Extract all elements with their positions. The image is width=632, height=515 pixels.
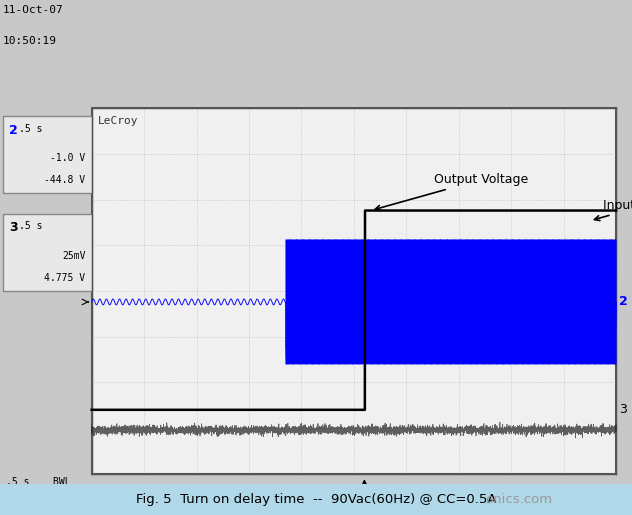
Text: 2: 2 bbox=[9, 124, 18, 136]
Text: .5 s    BWL: .5 s BWL bbox=[6, 476, 71, 487]
Text: □  STOPPED: □ STOPPED bbox=[562, 509, 616, 515]
Text: Fig. 5  Turn on delay time  --  90Vac(60Hz) @ CC=0.5A: Fig. 5 Turn on delay time -- 90Vac(60Hz)… bbox=[136, 493, 496, 506]
Text: -44.8 V: -44.8 V bbox=[44, 175, 85, 185]
Text: 3: 3 bbox=[9, 221, 18, 234]
Text: .5 s: .5 s bbox=[19, 221, 42, 231]
Text: Δt      1.90692 s    ⅟t  524.41 mHz: Δt 1.90692 s ⅟t 524.41 mHz bbox=[190, 492, 378, 501]
Text: 4.775 V: 4.775 V bbox=[44, 272, 85, 283]
Text: .5 s: .5 s bbox=[19, 124, 42, 133]
Text: Input Voltage: Input Voltage bbox=[595, 199, 632, 220]
Text: 3 DC  4.44 V: 3 DC 4.44 V bbox=[158, 505, 222, 514]
Text: 11-Oct-07: 11-Oct-07 bbox=[3, 5, 64, 15]
Text: 3  .1  V   DC: 3 .1 V DC bbox=[6, 505, 76, 514]
FancyBboxPatch shape bbox=[286, 240, 616, 364]
Text: Γ└: Γ└ bbox=[133, 505, 143, 514]
Text: onics.com: onics.com bbox=[485, 493, 552, 506]
Text: 4  50  mV  AC: 4 50 mV AC bbox=[6, 512, 76, 515]
Text: 1  10  V   DC: 1 10 V DC bbox=[6, 492, 76, 501]
Text: 25mV: 25mV bbox=[62, 251, 85, 261]
Text: Output Voltage: Output Voltage bbox=[375, 173, 528, 210]
FancyBboxPatch shape bbox=[3, 116, 92, 193]
FancyBboxPatch shape bbox=[3, 214, 92, 291]
Text: 20 kS/s: 20 kS/s bbox=[562, 492, 600, 501]
FancyBboxPatch shape bbox=[92, 108, 616, 474]
Text: 2  10  V   AC: 2 10 V AC bbox=[6, 499, 76, 507]
Text: 10:50:19: 10:50:19 bbox=[3, 36, 57, 46]
Text: 3: 3 bbox=[619, 403, 627, 416]
Text: -1.0 V: -1.0 V bbox=[50, 153, 85, 163]
Text: 2: 2 bbox=[619, 296, 628, 308]
Text: LeCroy: LeCroy bbox=[98, 116, 138, 126]
FancyBboxPatch shape bbox=[0, 484, 632, 515]
